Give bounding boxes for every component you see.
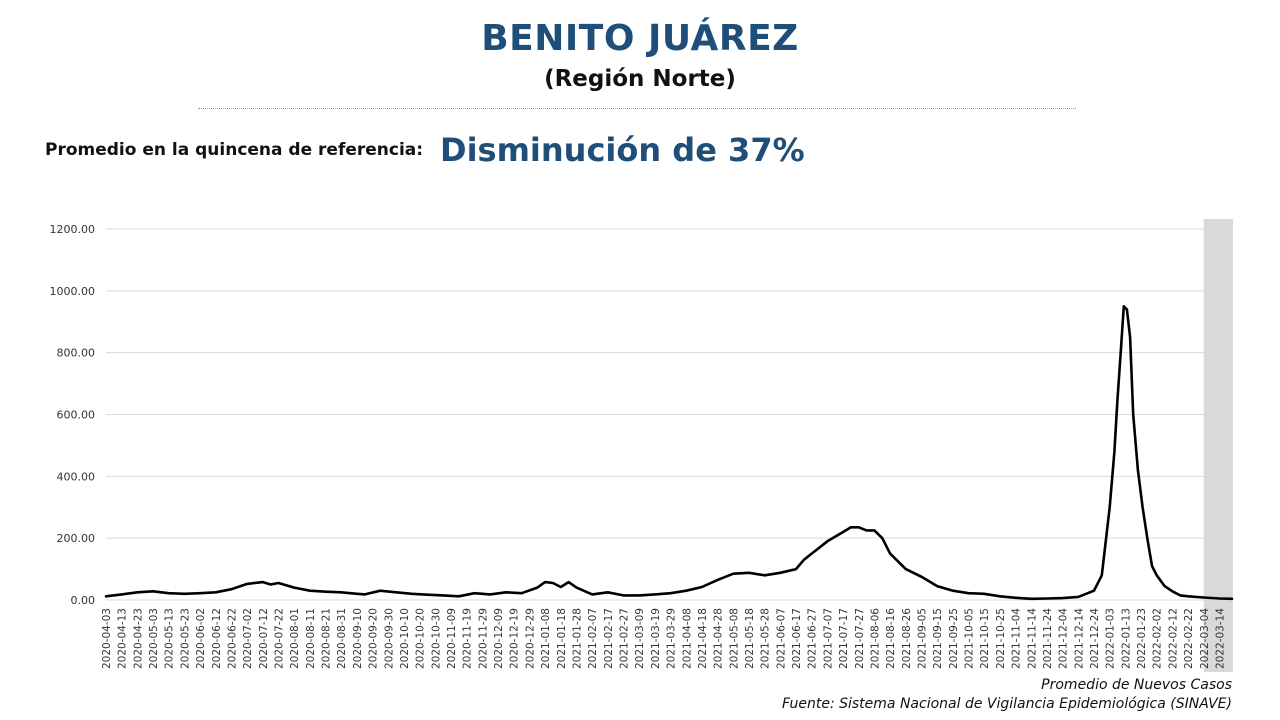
x-tick-label: 2021-03-09 — [634, 608, 646, 669]
x-tick-label: 2020-08-01 — [289, 608, 301, 669]
y-tick-label: 1200.00 — [50, 223, 96, 236]
x-tick-label: 2021-04-28 — [713, 608, 725, 669]
x-tick-label: 2021-03-29 — [666, 608, 678, 669]
x-tick-label: 2021-04-08 — [681, 608, 693, 669]
y-tick-label: 800.00 — [57, 347, 96, 360]
x-tick-label: 2020-10-10 — [399, 608, 411, 669]
y-tick-label: 200.00 — [57, 532, 96, 545]
x-tick-label: 2020-09-20 — [368, 608, 380, 669]
x-tick-label: 2021-12-24 — [1089, 608, 1101, 669]
x-tick-label: 2021-06-17 — [791, 608, 803, 669]
x-tick-label: 2021-12-04 — [1058, 608, 1070, 669]
x-tick-label: 2021-04-18 — [697, 608, 709, 669]
x-tick-label: 2020-04-03 — [101, 608, 113, 669]
x-tick-label: 2021-10-05 — [964, 608, 976, 669]
series-line — [104, 305, 1234, 601]
x-tick-label: 2020-04-23 — [132, 608, 144, 669]
x-tick-label: 2020-05-03 — [148, 608, 160, 669]
x-tick-label: 2021-08-06 — [869, 608, 881, 669]
page-title: BENITO JUÁREZ — [481, 18, 799, 59]
x-tick-label: 2021-03-19 — [650, 608, 662, 669]
x-tick-label: 2022-03-14 — [1214, 608, 1226, 669]
page-subtitle: (Región Norte) — [544, 66, 736, 92]
source-caption: Fuente: Sistema Nacional de Vigilancia E… — [782, 696, 1232, 712]
shaded-period — [1203, 219, 1233, 672]
y-tick-label: 400.00 — [57, 470, 96, 483]
x-tick-label: 2021-09-05 — [916, 608, 928, 669]
x-tick-label: 2022-02-12 — [1167, 608, 1179, 669]
x-tick-label: 2021-07-27 — [854, 608, 866, 669]
x-tick-label: 2021-08-16 — [885, 608, 897, 669]
title-divider — [198, 108, 1076, 109]
x-tick-label: 2020-11-29 — [477, 608, 489, 669]
x-tick-label: 2022-01-23 — [1136, 608, 1148, 669]
x-tick-label: 2020-07-02 — [242, 608, 254, 669]
x-tick-label: 2020-12-19 — [509, 608, 521, 669]
x-tick-label: 2020-08-31 — [336, 608, 348, 669]
x-tick-label: 2021-05-08 — [728, 608, 740, 669]
x-tick-label: 2020-08-11 — [305, 608, 317, 669]
x-tick-label: 2021-11-04 — [1011, 608, 1023, 669]
x-tick-label: 2020-07-22 — [274, 608, 286, 669]
x-tick-label: 2021-05-18 — [744, 608, 756, 669]
x-tick-label: 2020-12-09 — [493, 608, 505, 669]
x-tick-label: 2021-06-27 — [807, 608, 819, 669]
y-tick-label: 1000.00 — [50, 285, 96, 298]
x-tick-label: 2021-02-07 — [587, 608, 599, 669]
x-tick-label: 2021-08-26 — [901, 608, 913, 669]
x-tick-label: 2021-09-15 — [932, 608, 944, 669]
x-tick-label: 2021-09-25 — [948, 608, 960, 669]
x-tick-label: 2022-01-13 — [1120, 608, 1132, 669]
cases-line-chart: 0.00 200.00 400.00 600.00 800.00 1000.00 1200.… — [50, 219, 1234, 672]
x-tick-label: 2021-10-25 — [995, 608, 1007, 669]
series-caption: Promedio de Nuevos Casos — [1041, 677, 1232, 693]
x-tick-label: 2020-09-10 — [352, 608, 364, 669]
x-tick-label: 2020-10-20 — [415, 608, 427, 669]
x-tick-label: 2021-06-07 — [775, 608, 787, 669]
x-tick-label: 2020-06-02 — [195, 608, 207, 669]
x-tick-label: 2020-05-23 — [179, 608, 191, 669]
x-tick-label: 2021-02-17 — [603, 608, 615, 669]
x-tick-label: 2020-07-12 — [258, 608, 270, 669]
x-tick-label: 2020-11-19 — [462, 608, 474, 669]
x-tick-label: 2021-02-27 — [619, 608, 631, 669]
x-tick-label: 2021-01-18 — [556, 608, 568, 669]
x-tick-label: 2021-01-28 — [571, 608, 583, 669]
reference-label: Promedio en la quincena de referencia: — [45, 140, 424, 160]
x-tick-label: 2020-06-22 — [226, 608, 238, 669]
x-tick-label: 2020-10-30 — [430, 608, 442, 669]
x-tick-label: 2021-07-17 — [838, 608, 850, 669]
x-tick-label: 2021-11-14 — [1026, 608, 1038, 669]
reference-value: Disminución de 37% — [440, 131, 805, 169]
x-tick-label: 2020-08-21 — [321, 608, 333, 669]
y-tick-label: 0.00 — [71, 594, 96, 607]
x-tick-label: 2020-09-30 — [383, 608, 395, 669]
x-tick-label: 2020-11-09 — [446, 608, 458, 669]
x-tick-label: 2020-05-13 — [164, 608, 176, 669]
x-tick-label: 2021-07-07 — [822, 608, 834, 669]
x-tick-label: 2022-03-04 — [1199, 608, 1211, 669]
x-tick-label: 2021-10-15 — [979, 608, 991, 669]
x-tick-label: 2020-06-12 — [211, 608, 223, 669]
x-tick-label: 2021-11-24 — [1042, 608, 1054, 669]
x-tick-label: 2021-01-08 — [540, 608, 552, 669]
x-tick-label: 2022-02-02 — [1152, 608, 1164, 669]
x-tick-label: 2021-12-14 — [1073, 608, 1085, 669]
x-tick-label: 2022-02-22 — [1183, 608, 1195, 669]
x-tick-label: 2021-05-28 — [760, 608, 772, 669]
x-tick-label: 2020-04-13 — [117, 608, 129, 669]
x-tick-label: 2022-01-03 — [1105, 608, 1117, 669]
y-tick-label: 600.00 — [57, 409, 96, 422]
x-tick-label: 2020-12-29 — [524, 608, 536, 669]
